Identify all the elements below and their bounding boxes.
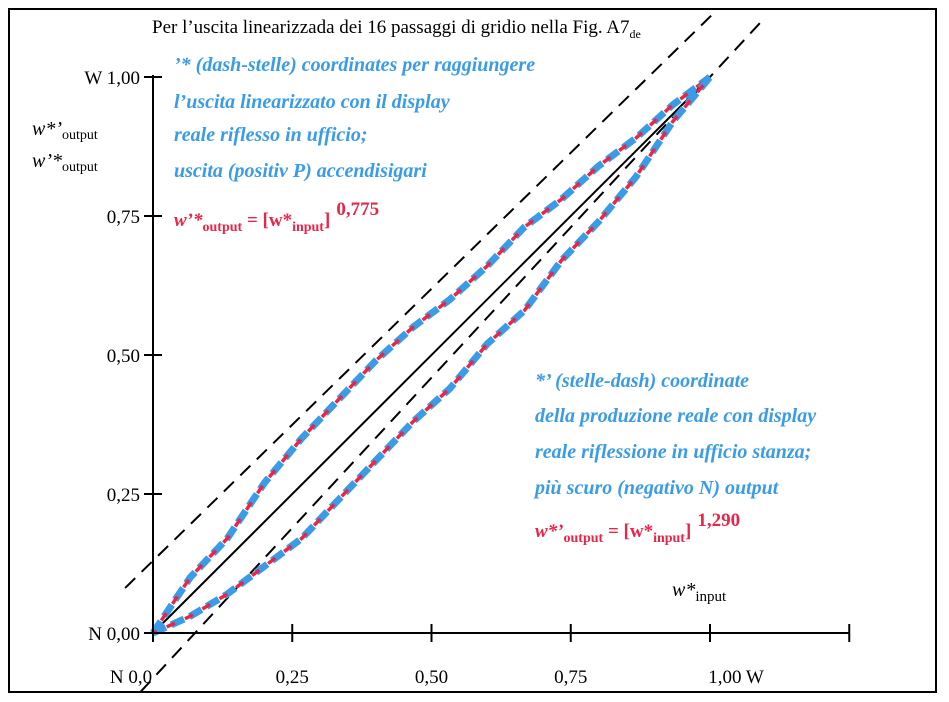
- x-tick-label: 1,00 W: [708, 667, 764, 688]
- chart-title: Per l’uscita linearizzada dei 16 passagg…: [152, 17, 641, 41]
- formula-lower-exponent: 1,290: [697, 510, 740, 531]
- formula-lower-close: ]: [685, 521, 691, 542]
- formula-lower-lhs-sub: output: [564, 531, 604, 546]
- axes-layer: N 0,0 0,25 0,50 0,75 1,00 W N 0,00 0,25 0,50 0,7…: [84, 68, 851, 688]
- annotation-upper-formula: w’*output = [w*input] 0,775: [174, 199, 379, 235]
- formula-upper-exponent: 0,775: [336, 199, 379, 220]
- y-axis-label-1-main: w*’: [32, 118, 62, 140]
- x-tick-label: 0,50: [415, 667, 448, 688]
- x-axis-label: w*input: [672, 579, 727, 605]
- formula-lower-lhs: w*’: [535, 521, 564, 542]
- annotation-upper: ’* (dash-stelle) coordinates per raggiun…: [174, 54, 535, 235]
- x-tick-label: 0,75: [554, 667, 587, 688]
- x-axis-label-sub: input: [695, 589, 727, 605]
- annotation-lower-line-2: della produzione reale con display: [535, 405, 816, 427]
- x-tick-label: N 0,0: [110, 667, 152, 688]
- y-axis-label-2-sub: output: [62, 160, 98, 175]
- y-tick-label: 0,75: [107, 207, 140, 228]
- y-tick-label: 0,25: [107, 485, 140, 506]
- tolerance-line-1: [124, 10, 719, 589]
- y-tick-label: 0,50: [107, 346, 140, 367]
- curve-blue-3: [150, 74, 713, 635]
- annotation-upper-line-1: ’* (dash-stelle) coordinates per raggiun…: [174, 54, 535, 76]
- annotation-lower-formula: w*’output = [w*input] 1,290: [535, 510, 740, 546]
- y-tick-label: W 1,00: [84, 68, 140, 89]
- y-axis-label-1: w*’output: [32, 118, 98, 143]
- x-tick-label: 0,25: [276, 667, 309, 688]
- y-axis-label-2: w’*output: [32, 150, 98, 175]
- formula-lower-mid: = [w*: [603, 521, 653, 542]
- y-tick-label: N 0,00: [88, 624, 140, 645]
- series-layer: [124, 10, 767, 691]
- chart-title-main: Per l’uscita linearizzada dei 16 passagg…: [152, 17, 630, 38]
- annotation-lower-line-4: più scuro (negativo N) output: [533, 477, 780, 499]
- x-axis-label-main: w*: [672, 579, 695, 601]
- chart-title-sub: de: [630, 27, 641, 41]
- formula-lower-mid-sub: input: [653, 531, 685, 546]
- chart-frame: [8, 8, 937, 693]
- formula-upper-mid: = [w*: [242, 210, 292, 231]
- formula-upper-lhs: w’*: [174, 210, 203, 231]
- annotation-lower-line-3: reale riflessione in ufficio stanza;: [535, 441, 811, 463]
- formula-upper-lhs-sub: output: [203, 220, 243, 235]
- tolerance-line-2: [139, 16, 767, 691]
- annotation-upper-line-4: uscita (positiv P) accendisigari: [174, 160, 427, 182]
- y-axis-label-1-sub: output: [62, 128, 98, 143]
- formula-upper-close: ]: [324, 210, 330, 231]
- formula-upper-mid-sub: input: [292, 220, 324, 235]
- annotation-lower: *’ (stelle-dash) coordinate della produz…: [533, 370, 816, 546]
- reference-line: [152, 76, 711, 634]
- curve-red-4: [152, 75, 712, 635]
- annotation-upper-line-3: reale riflesso in ufficio;: [174, 124, 368, 146]
- y-axis-label-2-main: w’*: [32, 150, 62, 172]
- annotation-lower-line-1: *’ (stelle-dash) coordinate: [535, 370, 749, 392]
- annotation-upper-line-2: l’uscita linearizzato con il display: [174, 91, 450, 113]
